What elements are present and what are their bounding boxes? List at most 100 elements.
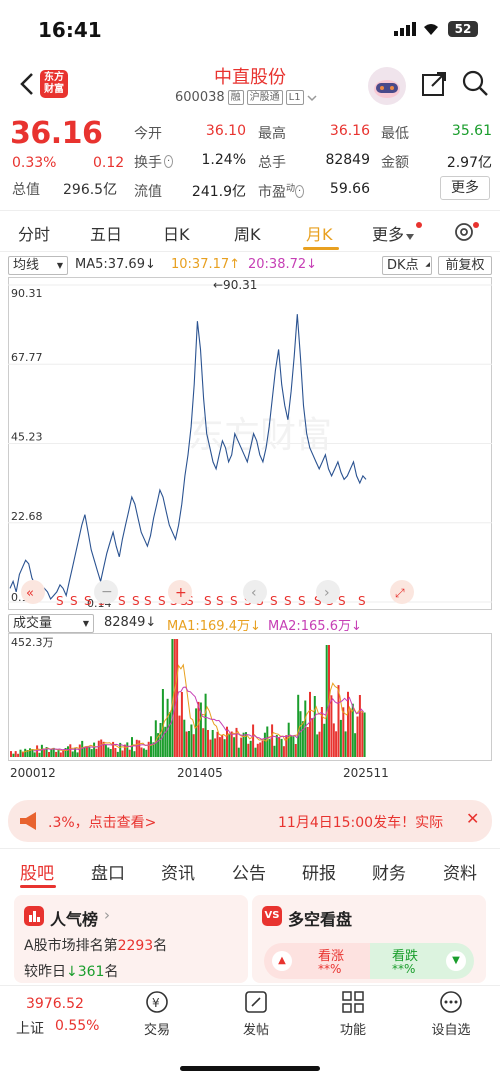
nav-trade[interactable]: ¥ 交易 bbox=[127, 989, 187, 1038]
volume-bar-mark bbox=[318, 731, 321, 757]
volume-bar-mark bbox=[154, 720, 157, 757]
volume-indicator-select[interactable]: 成交量 ▼ bbox=[8, 614, 94, 633]
bull-label: 看涨 bbox=[318, 949, 345, 964]
zoom-out-control[interactable] bbox=[94, 580, 118, 604]
volume-chart[interactable]: 452.3万 bbox=[8, 633, 492, 761]
bear-button[interactable]: 看跌 **% ▼ bbox=[370, 943, 474, 979]
gear-icon[interactable] bbox=[452, 220, 476, 244]
volume-bar-mark bbox=[121, 750, 124, 757]
indicator-select[interactable]: 均线 ▼ bbox=[8, 256, 68, 275]
volume-bar-mark bbox=[313, 696, 316, 757]
volume-bar-mark bbox=[100, 739, 103, 757]
popularity-title: 人气榜 bbox=[50, 910, 99, 929]
volume-bar-mark bbox=[237, 747, 240, 757]
volume-bar-mark bbox=[57, 749, 60, 757]
volume-bar-mark bbox=[211, 730, 214, 757]
tab-forum[interactable]: 股吧 bbox=[20, 864, 54, 884]
chevron-down-icon bbox=[406, 234, 415, 240]
volume-bar-mark bbox=[309, 691, 311, 757]
stock-code-line: 600038 融 沪股通 L1 bbox=[175, 90, 317, 105]
tab-weekly-k[interactable]: 周K bbox=[234, 225, 261, 244]
low-label: 最低 bbox=[381, 126, 409, 142]
assistant-avatar[interactable] bbox=[368, 67, 406, 105]
tag-connect: 沪股通 bbox=[246, 90, 283, 105]
volume-bar-mark bbox=[116, 751, 119, 757]
volume-bar-mark bbox=[55, 751, 58, 757]
index-value[interactable]: 3976.52 bbox=[26, 996, 84, 1012]
bull-button[interactable]: ▲ 看涨 **% bbox=[264, 943, 370, 979]
pe-value: 59.66 bbox=[329, 181, 370, 197]
nav-watchlist[interactable]: 设自选 bbox=[421, 989, 481, 1038]
volume-bar-mark bbox=[330, 695, 333, 757]
volume-bar-mark bbox=[233, 737, 236, 757]
volume-bar-mark bbox=[40, 744, 43, 757]
volume-bar-mark bbox=[95, 748, 98, 757]
scroll-right-control[interactable] bbox=[316, 580, 340, 604]
ma20-value: 20:38.72↓ bbox=[248, 257, 318, 272]
volume-bar-mark bbox=[145, 749, 148, 757]
volume-bar-mark bbox=[347, 691, 349, 757]
share-icon[interactable] bbox=[420, 70, 448, 98]
tab-announcements[interactable]: 公告 bbox=[232, 864, 266, 884]
more-button[interactable]: 更多 bbox=[440, 176, 490, 200]
volume-bar-mark bbox=[285, 735, 288, 757]
tab-order-book[interactable]: 盘口 bbox=[91, 864, 125, 884]
volume-bar-mark bbox=[161, 689, 164, 757]
nav-functions[interactable]: 功能 bbox=[323, 989, 383, 1038]
tab-daily-k[interactable]: 日K bbox=[163, 225, 190, 244]
nav-functions-label: 功能 bbox=[339, 1023, 366, 1038]
volume-bar-mark bbox=[138, 740, 141, 757]
volume-bar-mark bbox=[266, 726, 269, 757]
tab-finance[interactable]: 财务 bbox=[372, 864, 406, 884]
back-icon[interactable] bbox=[14, 70, 42, 98]
volume-bar-mark bbox=[52, 747, 55, 757]
high-value: 36.16 bbox=[329, 123, 370, 139]
tab-intraday[interactable]: 分时 bbox=[18, 225, 51, 244]
popularity-card[interactable]: 人气榜 › A股市场排名第2293名 较昨日↓361名 bbox=[14, 895, 248, 983]
total-value: 296.5亿 bbox=[63, 182, 118, 198]
volume-bar-mark bbox=[342, 707, 345, 757]
volume-bar-mark bbox=[354, 733, 357, 757]
tab-monthly-k[interactable]: 月K bbox=[306, 225, 333, 244]
tab-reports[interactable]: 研报 bbox=[302, 864, 336, 884]
nav-post[interactable]: 发帖 bbox=[226, 989, 286, 1038]
tab-profile[interactable]: 资料 bbox=[443, 864, 477, 884]
svg-text:¥: ¥ bbox=[152, 996, 160, 1010]
volume-bar-mark bbox=[12, 753, 15, 757]
volume-bar-mark bbox=[102, 741, 105, 757]
scroll-left-control[interactable] bbox=[243, 580, 267, 604]
volume-bar-mark bbox=[171, 639, 174, 757]
volume-bar-mark bbox=[280, 738, 283, 757]
battery-icon: 52 bbox=[448, 21, 478, 37]
volume-bar-mark bbox=[88, 746, 91, 757]
ma5-value: MA5:37.69↓ bbox=[75, 257, 156, 272]
arrow-down-icon: ▼ bbox=[446, 951, 466, 971]
tab-news[interactable]: 资讯 bbox=[161, 864, 195, 884]
search-icon[interactable] bbox=[460, 68, 490, 98]
sell-marker: S bbox=[158, 594, 166, 608]
tab-five-day[interactable]: 五日 bbox=[90, 225, 123, 244]
close-icon[interactable]: ✕ bbox=[466, 809, 480, 828]
adjust-select[interactable]: 前复权 bbox=[438, 256, 492, 275]
volume-bar-mark bbox=[297, 694, 300, 757]
promo-banner[interactable]: .3%，点击查看> 11月4日15:00发车！实际 ✕ bbox=[8, 800, 492, 842]
scroll-left-fast-control[interactable] bbox=[21, 580, 45, 604]
sentiment-card[interactable]: VS 多空看盘 ▲ 看涨 **% 看跌 **% ▼ bbox=[252, 895, 486, 983]
volume-bar-mark bbox=[43, 749, 46, 757]
chevron-down-icon[interactable] bbox=[307, 94, 317, 102]
volume-bar-mark bbox=[24, 748, 27, 757]
volume-bar-mark bbox=[207, 730, 209, 757]
volume-bar-mark bbox=[358, 695, 361, 757]
volume-bar-mark bbox=[363, 712, 366, 757]
edit-icon bbox=[245, 991, 267, 1013]
volume-bar-mark bbox=[83, 747, 86, 757]
zoom-in-control[interactable] bbox=[168, 580, 192, 604]
dk-point-select[interactable]: DK点 ◢ bbox=[382, 256, 432, 275]
fullscreen-control[interactable] bbox=[390, 580, 414, 604]
volume-bar-mark bbox=[50, 749, 53, 757]
volume-bar-mark bbox=[316, 734, 319, 757]
sell-marker: S bbox=[230, 594, 238, 608]
tab-more[interactable]: 更多 bbox=[372, 221, 415, 245]
open-value: 36.10 bbox=[205, 123, 246, 139]
